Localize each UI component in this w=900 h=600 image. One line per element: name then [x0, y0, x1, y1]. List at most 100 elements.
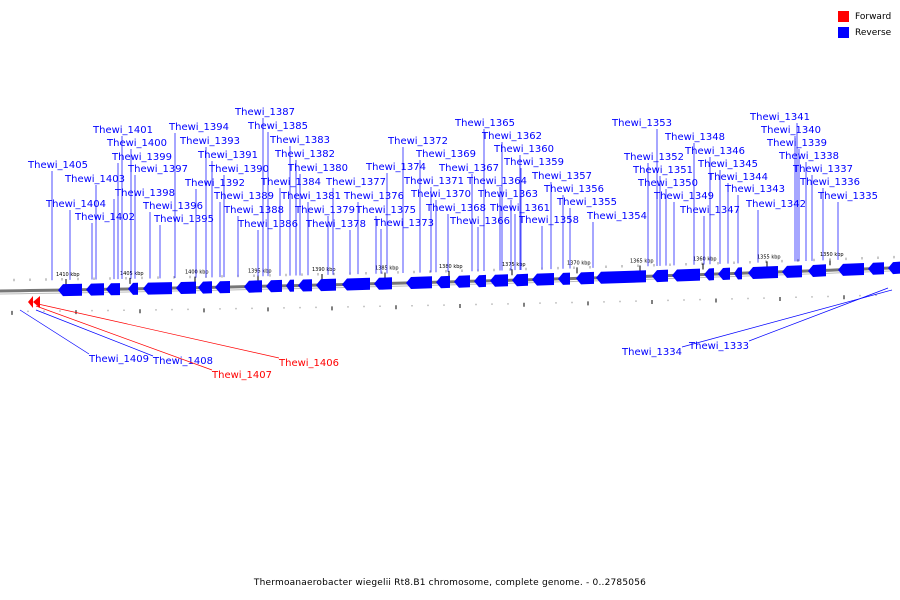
gene-label: Thewi_1387 [234, 107, 295, 118]
gene-label: Thewi_1360 [493, 144, 554, 155]
gene-label: Thewi_1401 [92, 125, 153, 136]
reverse-swatch-icon [838, 27, 849, 38]
gene-leader-line [19, 309, 90, 355]
gene-label: Thewi_1396 [142, 201, 203, 212]
gene-label: Thewi_1368 [425, 203, 486, 214]
reverse-gene-arrow [652, 269, 668, 283]
gene-label: Thewi_1367 [438, 163, 499, 174]
gene-label: Thewi_1393 [179, 136, 240, 147]
gene-label: Thewi_1382 [274, 149, 335, 160]
gene-label: Thewi_1403 [64, 174, 125, 185]
gene-label: Thewi_1374 [365, 162, 426, 173]
reverse-gene-arrow [198, 281, 212, 294]
gene-label: Thewi_1347 [679, 205, 740, 216]
gene-label: Thewi_1334 [621, 347, 682, 358]
reverse-gene-arrow [406, 276, 432, 289]
reverse-gene-arrow [808, 264, 826, 277]
gene-label: Thewi_1378 [305, 219, 366, 230]
genome-caption: Thermoanaerobacter wiegelii Rt8.B1 chrom… [253, 578, 647, 588]
gene-label: Thewi_1390 [208, 164, 269, 175]
gene-label: Thewi_1365 [454, 118, 515, 129]
forward-swatch-icon [838, 11, 849, 22]
gene-label: Thewi_1370 [410, 189, 471, 200]
gene-label: Thewi_1338 [778, 151, 839, 162]
reverse-gene-arrow [454, 275, 470, 288]
gene-leader-line [37, 303, 280, 359]
gene-label: Thewi_1385 [247, 121, 308, 132]
gene-label: Thewi_1371 [403, 176, 464, 187]
reverse-gene-arrow [316, 278, 336, 292]
legend-item-forward: Forward [838, 9, 891, 24]
gene-label: Thewi_1384 [260, 177, 321, 188]
gene-label: Thewi_1388 [223, 205, 284, 216]
reverse-gene-arrow [436, 275, 450, 289]
reverse-gene-arrow [838, 263, 864, 276]
gene-label: Thewi_1351 [632, 165, 693, 176]
gene-label: Thewi_1352 [623, 152, 684, 163]
gene-label: Thewi_1383 [269, 135, 330, 146]
gene-label: Thewi_1355 [556, 197, 617, 208]
gene-leader-line [35, 305, 213, 371]
gene-label: Thewi_1358 [518, 215, 579, 226]
reverse-gene-arrow [286, 279, 294, 292]
legend: Forward Reverse [838, 9, 891, 41]
legend-label-reverse: Reverse [855, 27, 892, 38]
gene-label: Thewi_1359 [503, 157, 564, 168]
reverse-gene-arrow [58, 283, 82, 297]
reverse-gene-arrow [244, 280, 262, 293]
gene-label: Thewi_1402 [74, 212, 135, 223]
gene-label: Thewi_1373 [373, 218, 434, 229]
reverse-gene-arrow [672, 268, 700, 282]
gene-label: Thewi_1343 [724, 184, 785, 195]
scale-label: 1380 kbp [439, 264, 463, 270]
gene-label: Thewi_1354 [586, 211, 647, 222]
gene-label: Thewi_1349 [653, 191, 714, 202]
gene-label: Thewi_1398 [114, 188, 175, 199]
gene-label: Thewi_1379 [294, 205, 355, 216]
reverse-gene-arrow [734, 267, 742, 280]
gene-label: Thewi_1409 [88, 354, 149, 365]
scale-label: 1395 kbp [248, 268, 272, 274]
scale-label: 1375 kbp [502, 262, 526, 268]
scale-label: 1400 kbp [185, 270, 209, 276]
reverse-gene-arrow [576, 271, 594, 285]
gene-label: Thewi_1366 [449, 216, 510, 227]
gene-label: Thewi_1357 [531, 171, 592, 182]
gene-label: Thewi_1377 [325, 177, 386, 188]
reverse-gene-arrow [474, 274, 486, 288]
gene-label: Thewi_1397 [127, 164, 188, 175]
gene-label: Thewi_1395 [153, 214, 214, 225]
gene-label: Thewi_1346 [684, 146, 745, 157]
gene-label: Thewi_1375 [355, 205, 416, 216]
gene-label: Thewi_1408 [152, 356, 213, 367]
gene-leader-line [35, 309, 154, 357]
reverse-gene-arrow [512, 273, 528, 287]
gene-label: Thewi_1394 [168, 122, 229, 133]
reverse-gene-arrow [374, 277, 392, 290]
gene-label: Thewi_1335 [817, 191, 878, 202]
legend-label-forward: Forward [855, 11, 892, 22]
gene-label: Thewi_1406 [278, 358, 339, 369]
scale-label: 1350 kbp [820, 252, 844, 258]
reverse-gene-arrow [532, 273, 554, 286]
reverse-gene-arrow [490, 274, 508, 287]
reverse-gene-arrow [298, 279, 312, 292]
reverse-gene-arrow [704, 268, 714, 281]
scale-label: 1390 kbp [312, 267, 336, 273]
gene-label: Thewi_1344 [707, 172, 768, 183]
scale-label: 1370 kbp [567, 260, 591, 266]
scale-label: 1355 kbp [757, 254, 781, 260]
gene-label: Thewi_1341 [749, 112, 810, 123]
gene-label: Thewi_1376 [343, 191, 404, 202]
gene-label: Thewi_1389 [213, 191, 274, 202]
gene-label: Thewi_1405 [27, 160, 88, 171]
scale-label: 1405 kbp [120, 271, 144, 277]
gene-label: Thewi_1369 [415, 149, 476, 160]
gene-label: Thewi_1392 [184, 178, 245, 189]
forward-gene-arrow [33, 296, 40, 308]
gene-label: Thewi_1339 [766, 138, 827, 149]
scale-label: 1365 kbp [630, 258, 654, 264]
reverse-gene-arrow [782, 265, 802, 278]
gene-label: Thewi_1363 [477, 189, 538, 200]
